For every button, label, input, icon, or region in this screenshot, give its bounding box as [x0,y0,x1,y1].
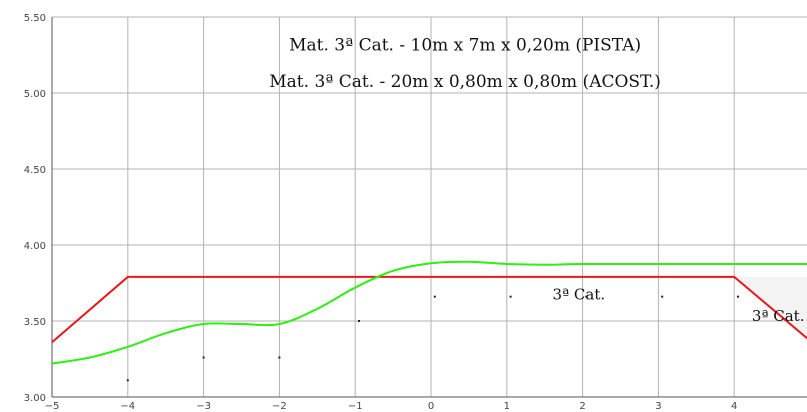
point-marker [278,356,281,359]
point-marker [736,295,739,298]
x-tick-label: 4 [731,401,737,412]
annotations-group: Mat. 3ª Cat. - 10m x 7m x 0,20m (PISTA) M… [269,35,804,325]
x-tick-label: −2 [272,401,287,412]
x-tick-label: 1 [504,401,510,412]
point-marker [202,356,205,359]
y-tick-label: 3.50 [24,317,46,328]
x-tick-label: −1 [348,401,363,412]
y-tick-label: 4.50 [24,165,46,176]
series-line-1 [51,260,807,365]
y-tick-label: 5.00 [24,89,46,100]
x-tick-label: −5 [45,401,60,412]
x-tick-label: −3 [196,401,211,412]
x-tick-label: 2 [579,401,585,412]
tick-labels: −5−4−3−2−10123453.003.504.004.505.005.50 [24,13,807,412]
axes [51,17,807,398]
x-tick-label: −4 [120,401,135,412]
region-label-center: 3ª Cat. [552,286,605,304]
series-line-0 [51,275,807,344]
markers-group [126,295,739,382]
annotation-pista: Mat. 3ª Cat. - 10m x 7m x 0,20m (PISTA) [289,35,641,55]
point-marker [509,295,512,298]
region-label-right: 3ª Cat. [752,307,805,325]
x-tick-label: 3 [655,401,661,412]
point-marker [126,379,129,382]
point-marker [357,320,360,322]
point-marker [661,295,664,298]
y-tick-label: 3.00 [24,393,46,404]
point-marker [433,295,436,298]
series-group [51,260,807,365]
annotation-acost: Mat. 3ª Cat. - 20m x 0,80m x 0,80m (ACOS… [269,72,661,92]
y-tick-label: 4.00 [24,241,46,252]
y-tick-label: 5.50 [24,13,46,24]
x-tick-label: 0 [428,401,434,412]
point-marker [585,295,588,298]
